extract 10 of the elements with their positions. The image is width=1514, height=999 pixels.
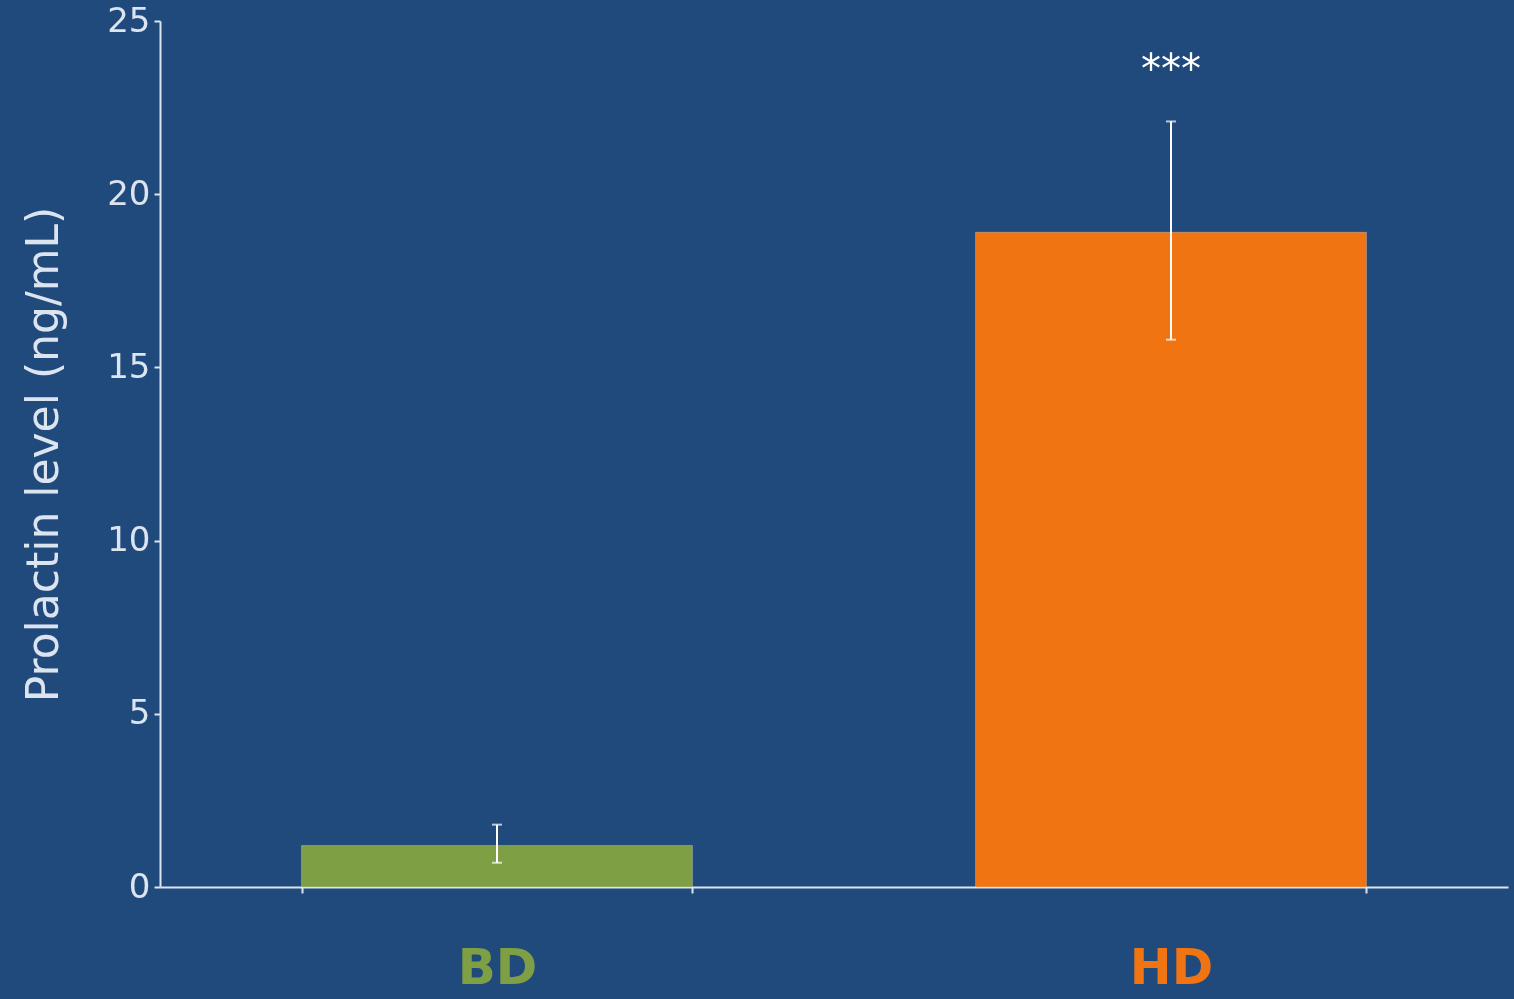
- y-tick-label: 20: [107, 172, 151, 213]
- y-tick-label: 25: [107, 0, 151, 40]
- y-tick-label: 5: [128, 692, 151, 733]
- y-tick-label: 15: [107, 345, 151, 386]
- y-tick-label: 0: [128, 865, 151, 906]
- annotation: ***: [1141, 46, 1201, 92]
- x-tick-label: HD: [1129, 937, 1214, 996]
- x-tick-label: BD: [457, 937, 538, 996]
- y-tick-label: 10: [107, 519, 151, 560]
- y-axis-title: Prolactin level (ng/mL): [17, 206, 69, 703]
